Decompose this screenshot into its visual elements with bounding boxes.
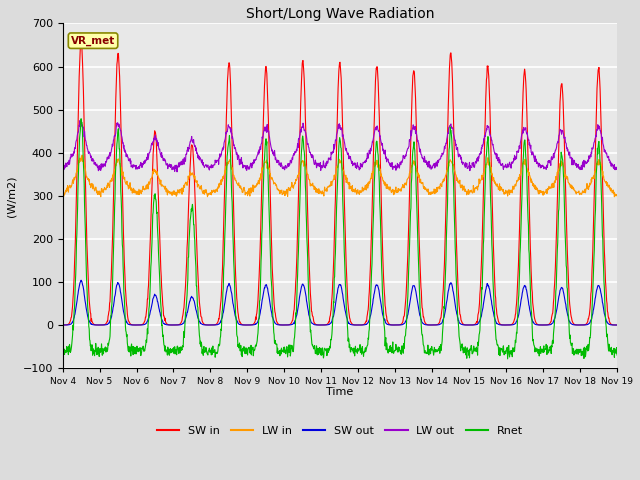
Rnet <box>504 356 511 362</box>
Rnet <box>613 352 621 358</box>
Rnet <box>59 347 67 353</box>
X-axis label: Time: Time <box>326 387 353 397</box>
LW out <box>59 166 67 171</box>
LW out <box>169 166 177 171</box>
Y-axis label: (W/m2): (W/m2) <box>7 175 17 216</box>
LW out <box>427 162 435 168</box>
SW in <box>548 314 556 320</box>
LW in <box>611 194 618 200</box>
Rnet <box>499 349 506 355</box>
SW in <box>613 322 621 328</box>
SW in <box>169 322 177 328</box>
LW out <box>245 165 253 171</box>
Rnet <box>244 345 252 351</box>
LW out <box>183 151 191 157</box>
LW in <box>548 181 556 187</box>
Rnet <box>77 116 85 121</box>
Line: LW out: LW out <box>63 120 617 172</box>
Rnet <box>426 349 434 355</box>
LW in <box>182 180 190 186</box>
SW in <box>77 37 85 43</box>
SW in <box>499 322 506 328</box>
SW in <box>182 266 190 272</box>
LW out <box>76 118 84 123</box>
Rnet <box>548 344 556 350</box>
LW out <box>499 164 507 170</box>
LW out <box>173 169 181 175</box>
LW in <box>59 191 67 197</box>
Line: SW out: SW out <box>63 280 617 325</box>
SW out <box>499 322 506 328</box>
SW out <box>244 322 252 328</box>
LW out <box>548 157 556 163</box>
SW in <box>426 322 434 328</box>
LW in <box>169 192 177 198</box>
Rnet <box>169 348 177 354</box>
LW out <box>613 165 621 170</box>
Line: LW in: LW in <box>63 155 617 197</box>
LW in <box>244 191 252 197</box>
SW out <box>182 313 190 319</box>
LW in <box>499 188 506 194</box>
Line: SW in: SW in <box>63 40 617 325</box>
LW in <box>426 189 434 195</box>
LW in <box>613 192 621 198</box>
Line: Rnet: Rnet <box>63 119 617 359</box>
SW out <box>548 321 556 327</box>
SW out <box>613 322 621 328</box>
SW out <box>77 277 85 283</box>
Rnet <box>182 303 190 309</box>
SW out <box>426 322 434 328</box>
Legend: SW in, LW in, SW out, LW out, Rnet: SW in, LW in, SW out, LW out, Rnet <box>152 422 527 441</box>
Title: Short/Long Wave Radiation: Short/Long Wave Radiation <box>246 7 434 21</box>
SW in <box>244 322 252 328</box>
SW out <box>169 322 177 328</box>
SW out <box>59 322 67 328</box>
LW in <box>79 152 86 158</box>
SW in <box>59 322 67 328</box>
Text: VR_met: VR_met <box>71 36 115 46</box>
